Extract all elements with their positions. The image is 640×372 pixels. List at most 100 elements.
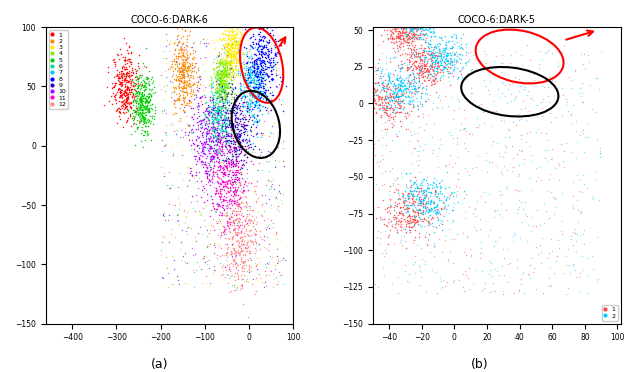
Point: [587, 106, 597, 112]
Point: [273, 50, 284, 56]
Point: [392, 218, 403, 224]
Point: [189, 68, 200, 74]
Point: [234, 132, 244, 138]
Point: [222, 117, 232, 123]
Point: [419, 32, 429, 38]
Point: [381, 89, 391, 95]
Point: [399, 198, 409, 203]
Point: [423, 222, 433, 228]
Point: [122, 107, 132, 113]
Point: [206, 157, 216, 163]
Point: [436, 345, 447, 351]
Point: [115, 71, 125, 77]
Point: [222, 99, 232, 105]
Point: [203, 117, 213, 123]
Point: [242, 213, 252, 219]
Point: [401, 39, 411, 45]
Point: [134, 107, 145, 113]
Point: [533, 174, 543, 180]
Point: [238, 87, 248, 93]
Point: [226, 161, 236, 167]
Point: [262, 40, 273, 46]
Point: [122, 66, 132, 72]
Point: [243, 314, 253, 320]
Point: [263, 48, 273, 54]
Point: [294, 0, 304, 4]
Point: [205, 213, 215, 219]
Point: [545, 110, 555, 116]
Point: [417, 197, 428, 203]
Point: [122, 100, 132, 106]
Point: [383, 74, 394, 80]
Point: [225, 121, 235, 127]
Point: [419, 189, 429, 195]
Point: [251, 100, 261, 106]
Point: [223, 155, 233, 161]
Point: [422, 243, 433, 248]
Point: [259, 33, 269, 39]
Point: [459, 336, 469, 342]
Point: [361, 152, 371, 158]
Point: [257, 110, 267, 116]
Point: [408, 33, 419, 39]
Point: [319, 119, 329, 125]
Point: [280, 161, 291, 167]
Point: [178, 71, 188, 77]
Point: [217, 83, 227, 89]
Point: [273, 81, 284, 87]
Point: [210, 76, 220, 81]
Point: [365, 156, 375, 162]
Point: [193, 230, 204, 236]
Point: [408, 362, 418, 368]
Point: [211, 84, 221, 90]
Point: [396, 227, 406, 232]
Point: [238, 258, 248, 264]
Point: [209, 206, 219, 212]
Point: [230, 41, 240, 47]
Point: [205, 154, 216, 160]
Point: [413, 25, 424, 31]
Point: [220, 143, 230, 149]
Point: [253, 65, 263, 71]
Point: [239, 203, 249, 209]
Point: [183, 122, 193, 128]
Point: [191, 94, 202, 100]
Point: [264, 133, 275, 139]
Point: [272, 253, 282, 259]
Point: [257, 99, 268, 105]
Point: [114, 75, 124, 81]
Point: [212, 100, 222, 106]
Point: [419, 232, 429, 238]
Point: [183, 64, 193, 70]
Point: [122, 115, 132, 121]
Point: [440, 60, 451, 66]
Point: [425, 352, 435, 357]
Point: [438, 64, 449, 70]
Point: [131, 109, 141, 115]
Point: [218, 79, 228, 85]
Point: [420, 61, 431, 67]
Point: [258, 59, 268, 65]
Point: [419, 187, 429, 193]
Point: [514, 287, 524, 293]
Point: [392, 84, 403, 90]
Point: [214, 71, 224, 77]
Point: [441, 44, 451, 49]
Point: [202, 257, 212, 263]
Point: [274, 182, 284, 187]
Point: [216, 157, 227, 163]
Point: [450, 356, 460, 362]
Point: [414, 12, 424, 18]
Point: [191, 136, 202, 142]
Point: [404, 215, 415, 221]
Point: [374, 106, 384, 112]
Point: [397, 363, 407, 369]
Point: [317, 158, 328, 164]
Point: [303, 3, 314, 9]
Point: [224, 48, 234, 54]
Point: [366, 99, 376, 105]
Point: [418, 198, 428, 204]
Point: [452, 39, 462, 45]
Point: [232, 41, 242, 46]
Point: [224, 171, 234, 177]
